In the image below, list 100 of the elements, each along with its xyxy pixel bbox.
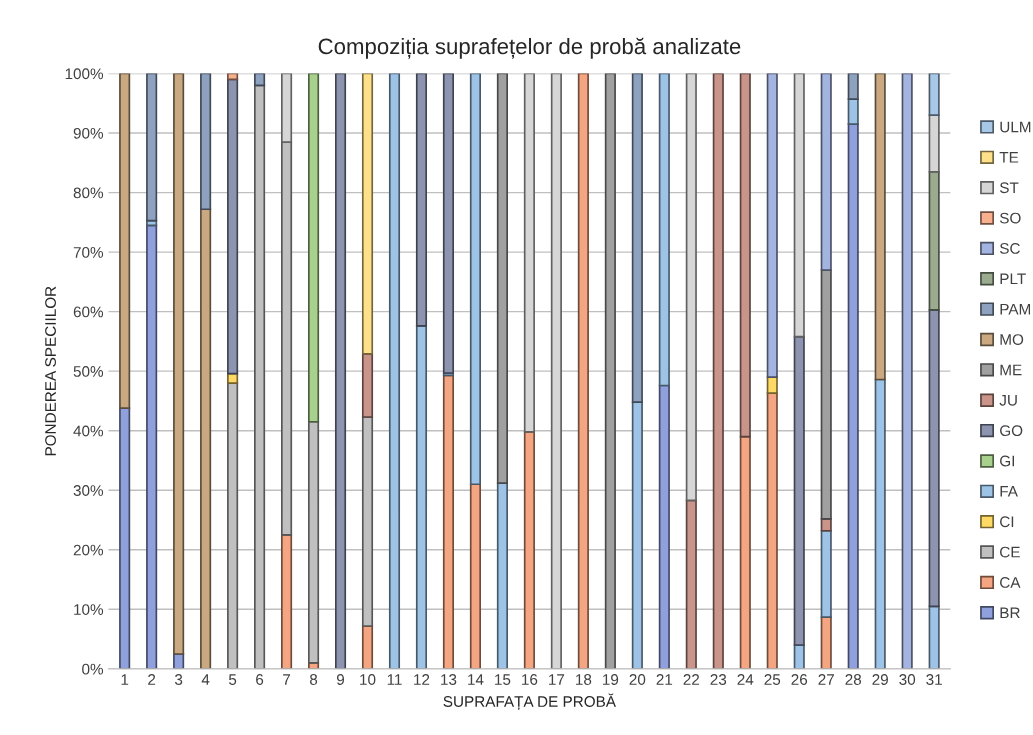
legend-label: MO (1000, 334, 1024, 345)
x-tick-label: 7 (283, 674, 291, 685)
y-tick-label: 10% (74, 604, 104, 615)
bar (523, 73, 535, 433)
x-tick-label: 12 (414, 674, 430, 685)
y-tick-label: 50% (73, 366, 104, 377)
bar (685, 73, 697, 502)
y-axis-title: PONDEREA SPECIILOR (45, 286, 56, 456)
y-tick-label: 60% (73, 306, 104, 318)
y-tick-label: 20% (73, 544, 104, 556)
chart-title: Compoziția suprafețelor de probă analizate (318, 37, 741, 59)
bar (469, 73, 482, 486)
bar (901, 73, 913, 669)
bar (227, 73, 239, 81)
y-tick-label: 90% (73, 127, 104, 139)
legend-label: CA (1000, 577, 1021, 588)
x-tick-label: 18 (576, 674, 592, 685)
x-tick-label: 26 (791, 674, 808, 685)
bar (119, 73, 131, 409)
legend-label: GO (1000, 425, 1023, 437)
y-tick-label: 40% (73, 425, 104, 437)
legend-label: SO (999, 212, 1021, 224)
bar (415, 325, 428, 669)
bar (766, 73, 778, 378)
bar (577, 73, 589, 669)
x-axis-title: SUPRAFAȚA DE PROBĂ (443, 693, 616, 711)
bar (712, 73, 724, 669)
x-tick-label: 29 (872, 674, 888, 685)
bar (442, 374, 455, 669)
y-tick-label: 0% (82, 663, 104, 675)
legend-label: ULM (1000, 121, 1031, 133)
x-tick-label: 28 (845, 674, 862, 685)
bar (496, 73, 508, 484)
bar (146, 73, 158, 222)
x-tick-label: 11 (387, 674, 402, 685)
bar (685, 499, 697, 669)
bar (658, 73, 670, 387)
legend-label: JU (999, 395, 1017, 406)
y-tick-label: 70% (73, 246, 104, 258)
legend-label: CI (1000, 516, 1014, 528)
x-tick-label: 27 (818, 674, 834, 685)
legend-label: ME (1000, 364, 1022, 376)
legend-label: SC (999, 243, 1020, 254)
bar (361, 73, 374, 355)
legend-label: TE (999, 152, 1019, 163)
legend-label: CE (1000, 546, 1020, 558)
bar (874, 73, 886, 381)
bar (928, 605, 940, 669)
bar (442, 73, 455, 374)
x-tick-label: 4 (201, 674, 210, 685)
bar (874, 378, 886, 669)
legend-label: GI (1000, 455, 1014, 467)
bar (227, 372, 239, 384)
bar (847, 98, 859, 125)
bar (631, 401, 643, 669)
bar (523, 431, 535, 669)
bar (334, 73, 347, 669)
y-tick-label: 30% (73, 485, 104, 496)
bar (146, 224, 158, 669)
bar (254, 73, 266, 87)
bar (496, 482, 508, 669)
x-tick-label: 9 (336, 674, 345, 685)
legend-label: PLT (1000, 273, 1026, 285)
x-tick-label: 25 (764, 674, 781, 685)
x-tick-label: 17 (549, 674, 565, 685)
x-tick-label: 8 (309, 674, 318, 685)
x-tick-label: 3 (174, 674, 183, 685)
bar (928, 309, 940, 608)
x-tick-label: 20 (629, 674, 646, 685)
legend-label: ST (999, 182, 1019, 194)
bar (361, 353, 374, 418)
x-tick-label: 6 (256, 674, 264, 685)
bar (200, 208, 212, 669)
bar (766, 392, 778, 669)
bar (281, 534, 293, 669)
bar (307, 73, 320, 423)
bar (415, 73, 428, 327)
bar (604, 73, 616, 669)
bar (820, 73, 832, 271)
x-tick-label: 31 (926, 674, 942, 685)
x-tick-label: 23 (710, 674, 727, 685)
bar (820, 529, 832, 618)
bar (658, 384, 670, 669)
bar (200, 73, 212, 211)
bar (631, 73, 643, 403)
bar (793, 73, 805, 338)
bar (361, 625, 374, 669)
y-tick-label: 80% (73, 187, 104, 199)
x-tick-label: 22 (683, 674, 700, 685)
x-tick-label: 1 (121, 674, 129, 685)
bar (766, 376, 778, 395)
x-tick-label: 24 (737, 674, 754, 685)
x-tick-label: 16 (522, 674, 538, 685)
x-tick-label: 2 (148, 674, 156, 685)
bar (173, 73, 185, 655)
bar (793, 335, 805, 646)
x-tick-label: 15 (495, 674, 511, 685)
legend-label: BR (1000, 607, 1020, 619)
bar (388, 73, 401, 669)
bar (739, 73, 751, 438)
